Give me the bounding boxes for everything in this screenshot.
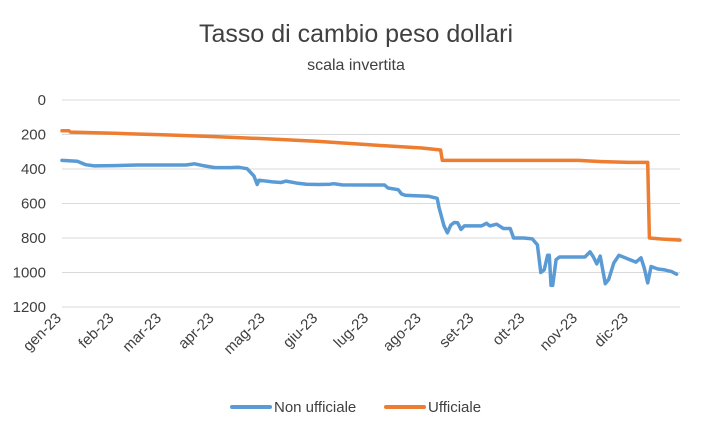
- y-tick-label: 200: [21, 127, 46, 144]
- legend: Non ufficiale Ufficiale: [230, 399, 481, 416]
- series-line-non-ufficiale: [60, 158, 679, 288]
- legend-label: Ufficiale: [428, 399, 481, 416]
- x-tick-label: nov-23: [537, 310, 581, 354]
- x-tick-label: gen-23: [20, 310, 65, 355]
- y-tick-label: 400: [21, 161, 46, 178]
- x-tick-label: ago-23: [380, 310, 425, 355]
- chart-title: Tasso di cambio peso dollari: [199, 20, 513, 48]
- x-tick-label: lug-23: [331, 310, 373, 352]
- x-tick-label: mar-23: [119, 310, 165, 356]
- x-tick-label: dic-23: [591, 310, 632, 351]
- x-tick-label: apr-23: [175, 310, 218, 353]
- x-tick-label: set-23: [436, 310, 478, 352]
- y-tick-label: 600: [21, 196, 46, 213]
- gridlines: [62, 99, 680, 308]
- y-axis-ticks: 0 200 400 600 800 1000 1200: [13, 92, 46, 316]
- series-lines: [60, 128, 682, 288]
- y-tick-label: 0: [38, 92, 46, 109]
- series-line-ufficiale: [60, 128, 682, 242]
- chart-subtitle: scala invertita: [307, 57, 405, 74]
- y-tick-label: 1200: [13, 299, 46, 316]
- x-tick-label: mag-23: [221, 310, 269, 358]
- x-tick-label: feb-23: [75, 310, 117, 352]
- y-tick-label: 1000: [13, 265, 46, 282]
- legend-label: Non ufficiale: [274, 399, 356, 416]
- y-tick-label: 800: [21, 230, 46, 247]
- x-tick-label: giu-23: [280, 310, 322, 352]
- x-tick-label: ott-23: [489, 310, 528, 349]
- x-axis-ticks: gen-23 feb-23 mar-23 apr-23 mag-23 giu-23 lug-…: [20, 310, 632, 358]
